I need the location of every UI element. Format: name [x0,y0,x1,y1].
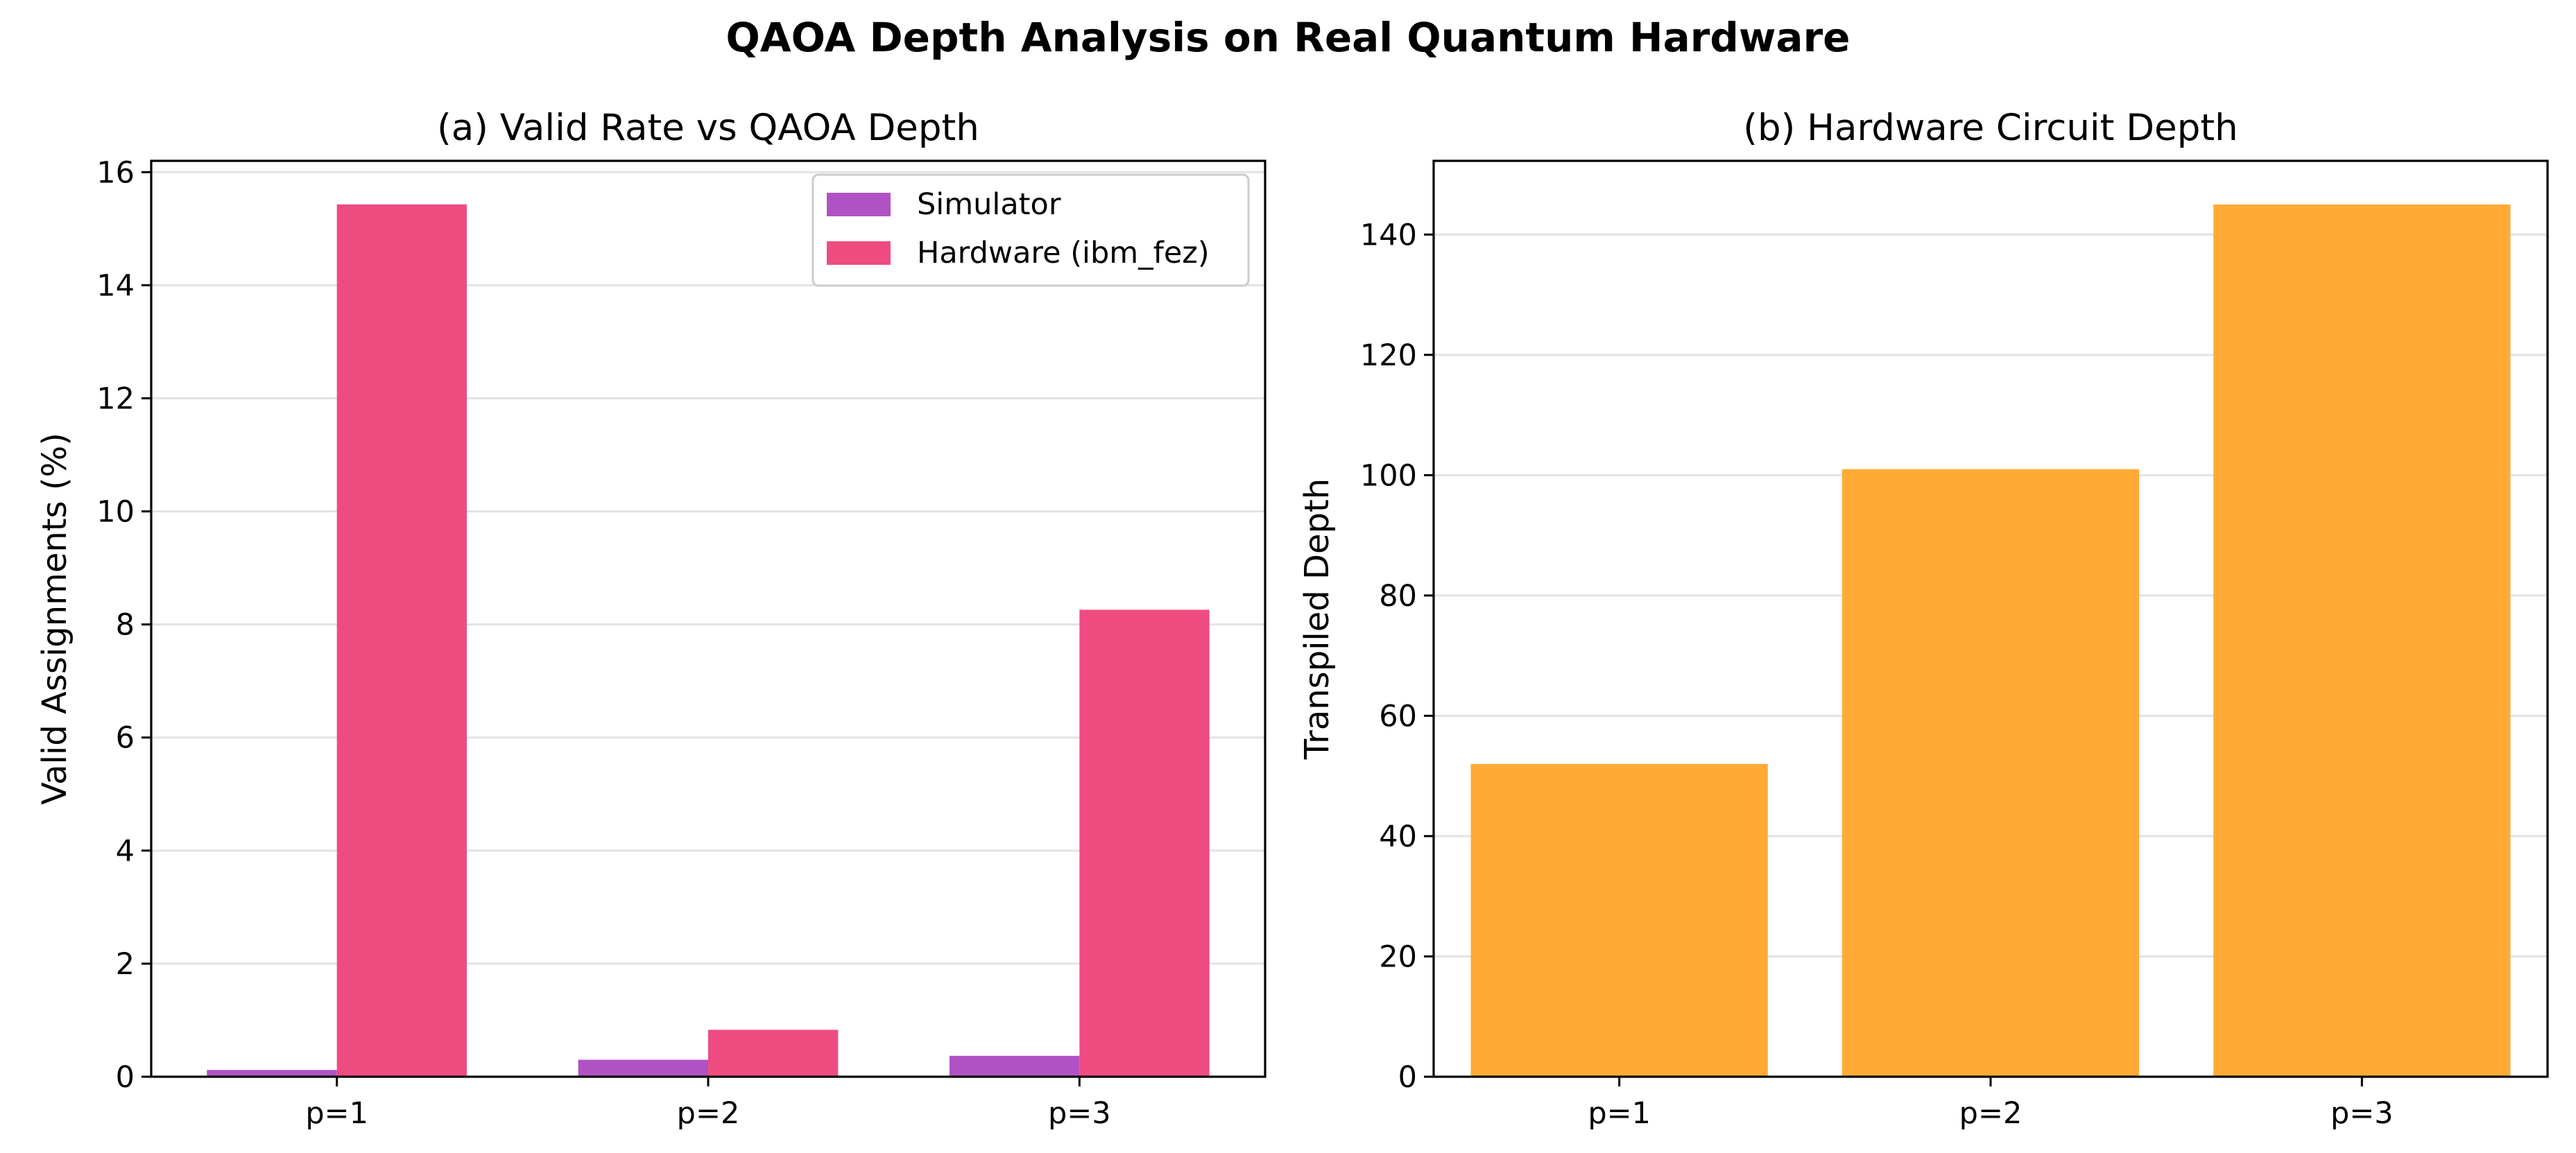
y-tick-label: 8 [116,608,135,643]
x-tick-label: p=1 [305,1096,368,1131]
y-axis-label: Valid Assignments (%) [35,433,74,805]
panel-title: (b) Hardware Circuit Depth [1743,107,2238,149]
x-tick-label: p=2 [1959,1096,2023,1131]
y-tick-label: 2 [116,947,135,982]
y-tick-label: 120 [1360,338,1417,373]
bar-simulator-p=1 [207,1070,337,1077]
y-tick-label: 40 [1379,820,1417,854]
bar-simulator-p=2 [578,1059,708,1077]
legend-box [812,173,1250,287]
legend-label-simulator: Simulator [917,187,1061,222]
bar-hardware-p=1 [336,204,467,1077]
y-tick-label: 6 [116,721,135,756]
y-tick-label: 20 [1379,939,1417,974]
panel-b: 0 20 40 60 80 100 120 140 p=1 p=2 p=3 (b) Hardware … [1298,107,2549,1131]
panel-a: 0 2 4 6 8 10 12 14 16 p=1 p=2 p=3 (a) Valid Rate vs … [35,107,1266,1131]
y-tick-label: 100 [1360,458,1417,493]
y-tick-label: 60 [1379,699,1417,734]
bar-depth-p=3 [2213,204,2511,1077]
y-tick-label: 80 [1379,579,1417,614]
bar-depth-p=1 [1470,763,1768,1077]
y-tick-label: 16 [96,155,135,190]
y-tick-label: 0 [1398,1060,1417,1095]
y-tick-label: 0 [116,1060,135,1095]
x-tick-label: p=1 [1588,1096,1651,1131]
bar-simulator-p=3 [949,1055,1080,1077]
x-tick-label: p=3 [2330,1096,2394,1131]
bar-hardware-p=2 [708,1030,839,1077]
bar-hardware-p=3 [1079,609,1210,1077]
figure-title: QAOA Depth Analysis on Real Quantum Hard… [725,14,1851,61]
y-tick-label: 10 [96,495,135,530]
panel-title: (a) Valid Rate vs QAOA Depth [437,107,979,149]
y-axis-label: Transpiled Depth [1298,478,1337,760]
legend-label-hardware: Hardware (ibm_fez) [917,236,1210,270]
y-tick-label: 4 [116,834,135,869]
y-tick-label: 140 [1360,218,1417,252]
legend: Simulator Hardware (ibm_fez) [812,173,1250,287]
y-tick-label: 14 [96,268,135,303]
x-tick-label: p=3 [1048,1096,1111,1131]
bar-depth-p=2 [1841,469,2140,1077]
legend-swatch-simulator [827,193,891,216]
legend-swatch-hardware [827,241,891,265]
y-tick-label: 12 [96,381,135,416]
x-tick-label: p=2 [677,1096,740,1131]
